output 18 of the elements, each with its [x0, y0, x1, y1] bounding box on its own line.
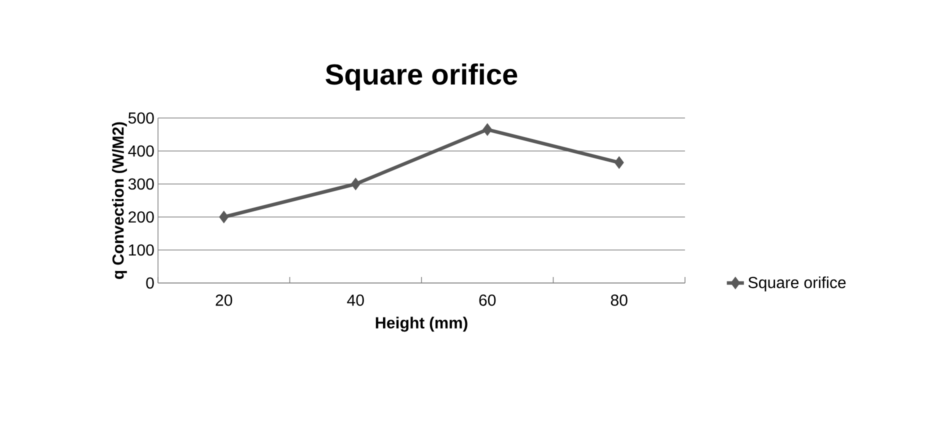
y-tick-label: 0 [146, 277, 154, 289]
x-tick-label: 60 [479, 294, 496, 306]
point [482, 123, 492, 136]
y-tick-label: 300 [128, 178, 154, 190]
x-tick-label: 80 [610, 294, 628, 306]
y-tick-label: 400 [128, 145, 154, 157]
legend-label: Square orifice [748, 276, 846, 292]
point [614, 156, 624, 169]
y-tick-label: 500 [128, 112, 154, 124]
y-tick-label: 100 [129, 244, 154, 256]
x-tick-label: 20 [216, 294, 232, 306]
x-axis-title: Height (mm) [376, 316, 468, 332]
point [219, 210, 229, 224]
y-tick-label: 200 [128, 211, 154, 223]
x-tick-label: 40 [347, 294, 364, 306]
point [350, 178, 360, 190]
y-axis-title: q Convection (W/M2) [112, 122, 127, 279]
chart-title: Square orifice [326, 63, 518, 90]
